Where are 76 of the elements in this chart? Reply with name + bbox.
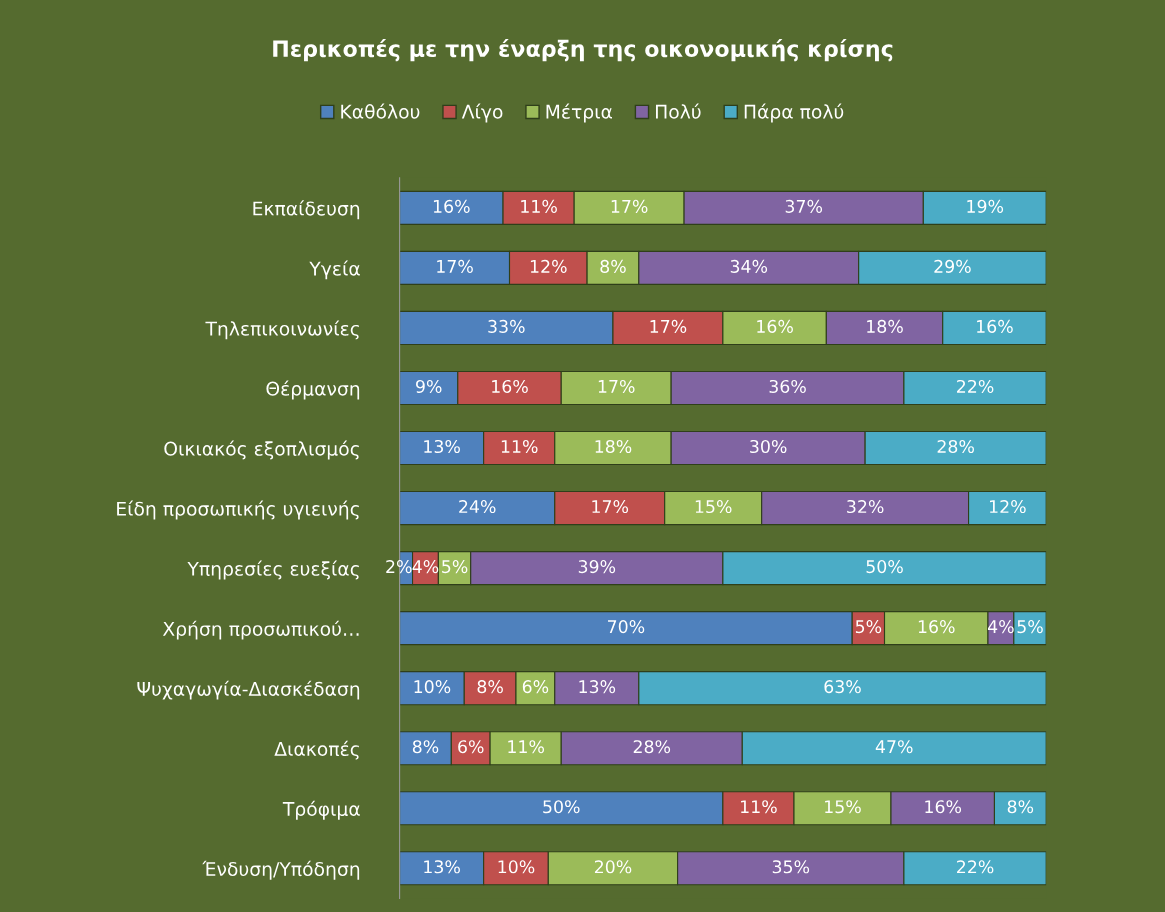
data-label: 6% bbox=[522, 680, 549, 694]
data-label: 18% bbox=[595, 439, 632, 454]
data-label: 11% bbox=[741, 800, 777, 814]
data-label: 17% bbox=[437, 259, 473, 273]
legend-label: Λίγο bbox=[461, 103, 503, 123]
data-label: 32% bbox=[847, 499, 884, 514]
data-label: 18% bbox=[867, 319, 903, 333]
data-label: 15% bbox=[825, 800, 861, 814]
data-label: 16% bbox=[918, 620, 955, 634]
data-label: 24% bbox=[459, 499, 496, 514]
data-label: 9% bbox=[416, 379, 442, 394]
data-label: 11% bbox=[508, 740, 545, 754]
data-label: 50% bbox=[866, 560, 903, 574]
legend-label: Πολύ bbox=[656, 103, 701, 119]
data-label: 50% bbox=[543, 800, 580, 814]
data-label: 5% bbox=[442, 560, 468, 574]
data-label: 22% bbox=[957, 860, 994, 874]
y-tick-label: Ένδυση/Υπόδηση bbox=[202, 860, 360, 880]
y-tick-label: Εκπαίδευση bbox=[253, 200, 360, 220]
data-label: 16% bbox=[433, 199, 470, 213]
y-tick-label: Οικιακός εξοπλισμός bbox=[164, 440, 359, 460]
data-label: 2% bbox=[386, 560, 412, 574]
data-label: 10% bbox=[414, 680, 451, 694]
data-label: 30% bbox=[750, 439, 787, 454]
data-label: 33% bbox=[488, 319, 525, 333]
data-label: 16% bbox=[977, 319, 1013, 333]
y-tick-label: Τρόφιμα bbox=[282, 800, 360, 820]
data-label: 34% bbox=[730, 259, 768, 273]
data-label: 39% bbox=[578, 560, 616, 574]
data-label: 35% bbox=[772, 860, 810, 874]
legend-label: Πάρα πολύ bbox=[744, 103, 844, 123]
data-label: 5% bbox=[1017, 620, 1043, 634]
y-tick-label: Υπηρεσίες ευεξίας bbox=[187, 560, 359, 580]
data-label: 13% bbox=[424, 860, 460, 874]
data-label: 12% bbox=[989, 499, 1026, 514]
data-label: 8% bbox=[1007, 800, 1034, 814]
data-label: 5% bbox=[855, 620, 882, 634]
data-label: 20% bbox=[594, 860, 632, 874]
data-label: 16% bbox=[492, 379, 528, 394]
data-label: 8% bbox=[477, 680, 503, 694]
data-label: 8% bbox=[600, 259, 626, 273]
data-label: 47% bbox=[875, 740, 913, 754]
data-label: 17% bbox=[650, 319, 687, 333]
data-label: 11% bbox=[521, 199, 557, 213]
data-label: 16% bbox=[925, 800, 962, 814]
data-label: 36% bbox=[769, 379, 806, 394]
data-label: 13% bbox=[424, 439, 460, 454]
data-label: 13% bbox=[579, 680, 616, 694]
legend-label: Μέτρια bbox=[546, 103, 613, 123]
data-label: 16% bbox=[757, 319, 793, 333]
data-label: 15% bbox=[695, 499, 732, 514]
y-tick-label: Διακοπές bbox=[274, 740, 359, 760]
data-label: 29% bbox=[934, 259, 971, 273]
y-tick-label: Θέρμανση bbox=[266, 380, 360, 400]
y-tick-label: Τηλεπικοινωνίες bbox=[205, 320, 359, 340]
data-label: 10% bbox=[498, 860, 535, 874]
data-label: 6% bbox=[458, 740, 484, 754]
data-label: 8% bbox=[412, 740, 439, 754]
data-label: 19% bbox=[967, 199, 1004, 213]
y-tick-label: Χρήση προσωπικού… bbox=[162, 620, 359, 640]
data-label: 11% bbox=[501, 439, 538, 454]
chart-title: Περικοπές με την έναρξη της οικονομικής κρίσης bbox=[273, 38, 893, 62]
data-label: 17% bbox=[611, 199, 648, 213]
data-label: 37% bbox=[785, 199, 823, 213]
data-label: 12% bbox=[530, 259, 567, 273]
y-tick-label: Ψυχαγωγία-Διασκέδαση bbox=[137, 680, 360, 700]
y-tick-label: Είδη προσωπικής υγιεινής bbox=[117, 500, 359, 520]
y-tick-label: Υγεία bbox=[309, 260, 360, 280]
data-label: 22% bbox=[957, 379, 994, 394]
data-label: 70% bbox=[608, 620, 645, 634]
data-label: 17% bbox=[592, 499, 629, 514]
data-label: 28% bbox=[937, 439, 974, 454]
legend-label: Καθόλου bbox=[341, 103, 420, 119]
data-label: 28% bbox=[633, 740, 671, 754]
data-label: 17% bbox=[598, 379, 635, 394]
data-label: 63% bbox=[824, 680, 861, 694]
